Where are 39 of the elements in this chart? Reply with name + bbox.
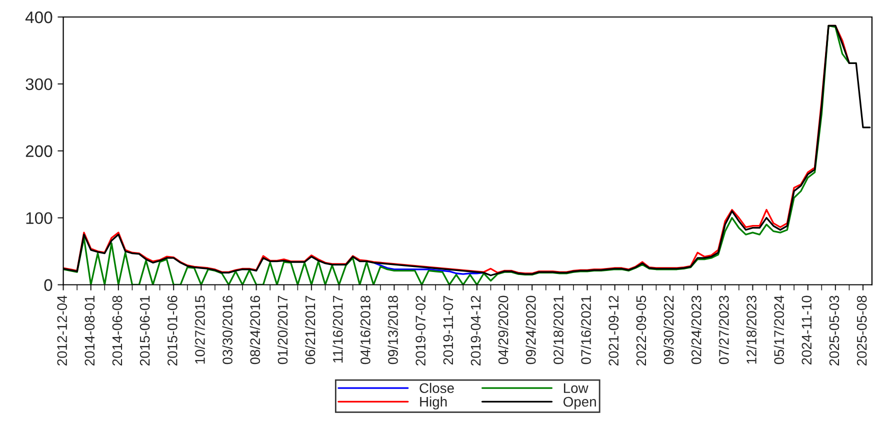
- x-tick-label: 2022-09-05: [636, 296, 646, 366]
- x-tick-label: 02/24/2023: [691, 296, 702, 364]
- y-tick-label: 100: [26, 212, 52, 224]
- x-tick-label: 2021-09-12: [608, 296, 619, 366]
- x-tick-label: 2012-12-04: [57, 296, 68, 366]
- x-tick-label: 12/18/2023: [746, 296, 756, 364]
- x-tick-label: 04/16/2018: [360, 296, 370, 364]
- x-tick-label: 2014-06-08: [112, 296, 122, 366]
- legend-label: High: [420, 396, 447, 410]
- x-tick-label: 2019-04-12: [470, 296, 481, 366]
- x-tick-label: 2014-08-01: [84, 296, 95, 366]
- x-tick-label: 09/30/2022: [663, 296, 674, 364]
- x-tick-label: 2019-11-07: [443, 296, 454, 364]
- x-tick-label: 2015-06-01: [140, 296, 150, 366]
- y-tick-label: 300: [26, 78, 52, 90]
- x-tick-label: 2025-05-08: [856, 296, 867, 366]
- x-tick-label: 2025-05-03: [829, 296, 840, 366]
- x-tick-label: 09/13/2018: [388, 296, 398, 364]
- legend-label: Low: [564, 383, 588, 394]
- x-tick-label: 06/21/2017: [305, 296, 316, 364]
- x-tick-label: 09/24/2020: [526, 296, 536, 364]
- x-tick-label: 04/29/2020: [498, 296, 508, 364]
- x-tick-label: 08/24/2016: [250, 296, 260, 364]
- y-tick-label: 400: [25, 11, 52, 24]
- x-tick-label: 05/17/2024: [774, 296, 784, 364]
- x-tick-label: 2024-11-10: [802, 296, 812, 364]
- x-tick-label: 01/20/2017: [277, 296, 288, 364]
- x-tick-label: 2019-07-02: [416, 296, 426, 366]
- legend-label: Close: [420, 382, 454, 394]
- x-tick-label: 11/16/2017: [332, 296, 343, 363]
- legend-label: Open: [563, 396, 596, 410]
- x-tick-label: 02/18/2021: [553, 296, 564, 364]
- x-tick-label: 03/30/2016: [222, 296, 232, 364]
- y-tick-label: 0: [44, 279, 52, 291]
- y-tick-label: 200: [26, 145, 52, 158]
- x-tick-label: 2015-01-06: [167, 296, 178, 366]
- x-tick-label: 07/16/2021: [580, 296, 591, 364]
- x-tick-label: 10/27/2015: [194, 296, 205, 364]
- x-tick-label: 07/27/2023: [718, 296, 729, 364]
